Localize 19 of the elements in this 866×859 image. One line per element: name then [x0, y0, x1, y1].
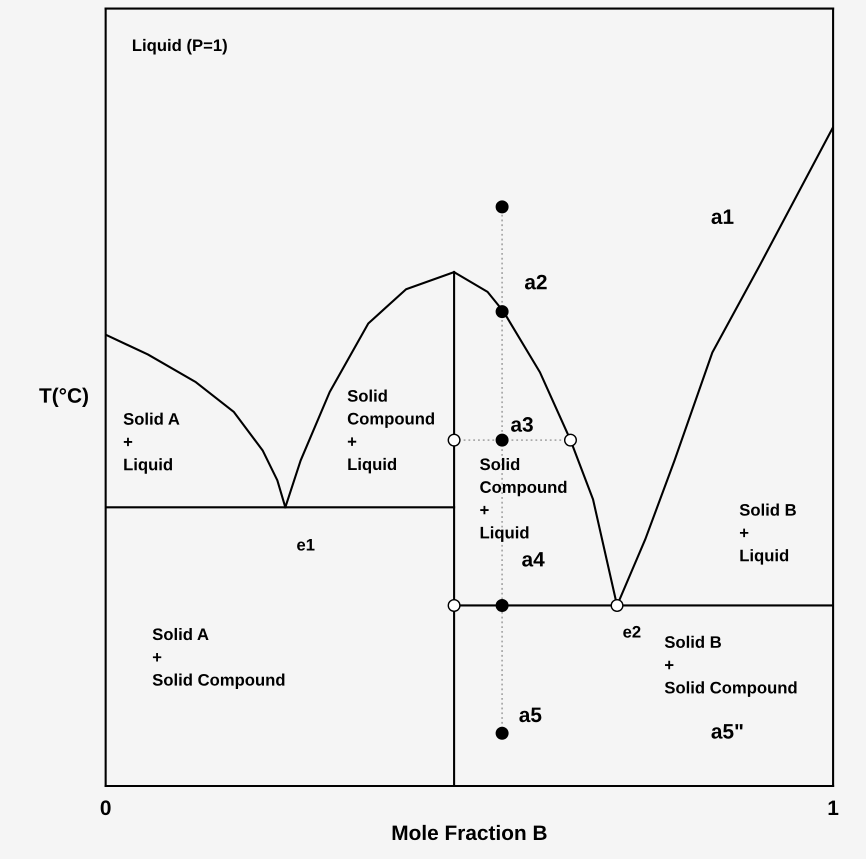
annotation: Solid A + Solid Compound: [152, 628, 284, 690]
y-axis-title: T(°C): [39, 388, 88, 407]
x-axis-title: Mole Fraction B: [392, 824, 547, 840]
text: Liquid (P=1): [132, 38, 227, 54]
annotation: e2: [623, 626, 640, 638]
annotation: a5": [711, 724, 743, 739]
annotation: Solid B + Solid Compound: [664, 636, 797, 697]
annotation: a1: [711, 210, 734, 224]
annotation: a3: [511, 417, 533, 432]
annotation: a5: [519, 708, 542, 722]
annotation: Solid Compound + Liquid: [348, 390, 434, 474]
x-tick-label: 0: [100, 800, 111, 816]
annotation: a4: [522, 552, 545, 567]
annotation: a2: [524, 274, 547, 290]
x-tick-label: 1: [828, 800, 838, 815]
annotation: e1: [297, 539, 315, 551]
annotation: Solid B + Liquid: [740, 504, 796, 565]
annotation: Solid A + Liquid: [124, 412, 180, 474]
annotation: Solid Compound + Liquid: [480, 458, 566, 542]
